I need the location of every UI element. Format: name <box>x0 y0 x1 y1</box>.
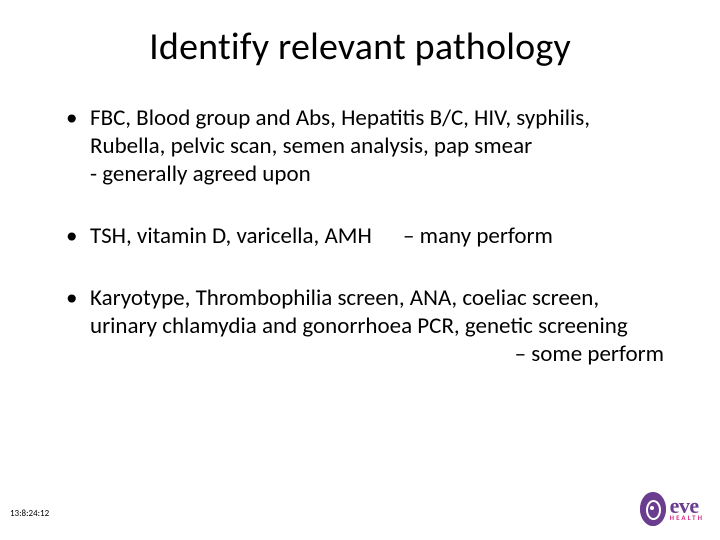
list-item: FBC, Blood group and Abs, Hepatitis B/C,… <box>56 104 664 188</box>
logo-text-block: eve HEALTH <box>670 496 704 521</box>
logo-subtitle: HEALTH <box>670 515 704 521</box>
slide-title: Identify relevant pathology <box>56 24 664 70</box>
footer-timestamp: 13:8:24:12 <box>10 509 49 518</box>
bullet-main: FBC, Blood group and Abs, Hepatitis B/C,… <box>90 104 590 160</box>
list-item: Karyotype, Thrombophilia screen, ANA, co… <box>56 284 664 368</box>
slide: Identify relevant pathology FBC, Blood g… <box>0 0 720 540</box>
bullet-note: – many perform <box>403 222 553 250</box>
bullet-note: – some perform <box>90 340 664 368</box>
bullet-list: FBC, Blood group and Abs, Hepatitis B/C,… <box>56 104 664 368</box>
list-item: TSH, vitamin D, varicella, AMH – many pe… <box>56 222 664 250</box>
bullet-note: - generally agreed upon <box>90 160 311 188</box>
bullet-main: Karyotype, Thrombophilia screen, ANA, co… <box>90 284 628 340</box>
bullet-main: TSH, vitamin D, varicella, AMH <box>90 222 372 250</box>
logo-eye-icon <box>640 492 666 526</box>
logo: eve HEALTH <box>640 492 704 526</box>
